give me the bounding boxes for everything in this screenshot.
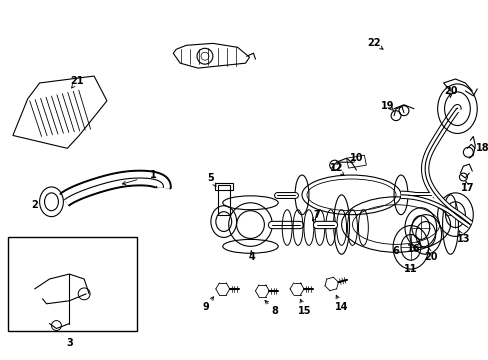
Text: 5: 5 [207,173,214,183]
Text: 20: 20 [443,86,456,96]
Text: 4: 4 [248,252,255,262]
Text: 16: 16 [407,244,420,254]
Text: 7: 7 [313,210,320,220]
Text: 21: 21 [70,76,84,86]
Text: 18: 18 [475,143,488,153]
Bar [8,238,136,332]
Text: 14: 14 [334,302,347,312]
Text: 8: 8 [271,306,278,316]
Text: 11: 11 [404,264,417,274]
Text: 19: 19 [381,101,394,111]
Bar [214,183,232,190]
Text: 2: 2 [31,200,38,210]
Text: 20: 20 [423,252,437,262]
Text: 13: 13 [456,234,469,244]
Text: 12: 12 [329,163,343,173]
Text: 1: 1 [150,170,157,180]
Text: 6: 6 [392,246,399,256]
Text: 22: 22 [367,39,380,48]
Text: 17: 17 [460,183,473,193]
Text: 3: 3 [66,338,73,348]
Bar [217,185,229,215]
Text: 9: 9 [202,302,209,312]
Text: 15: 15 [298,306,311,316]
Text: 10: 10 [349,153,363,163]
